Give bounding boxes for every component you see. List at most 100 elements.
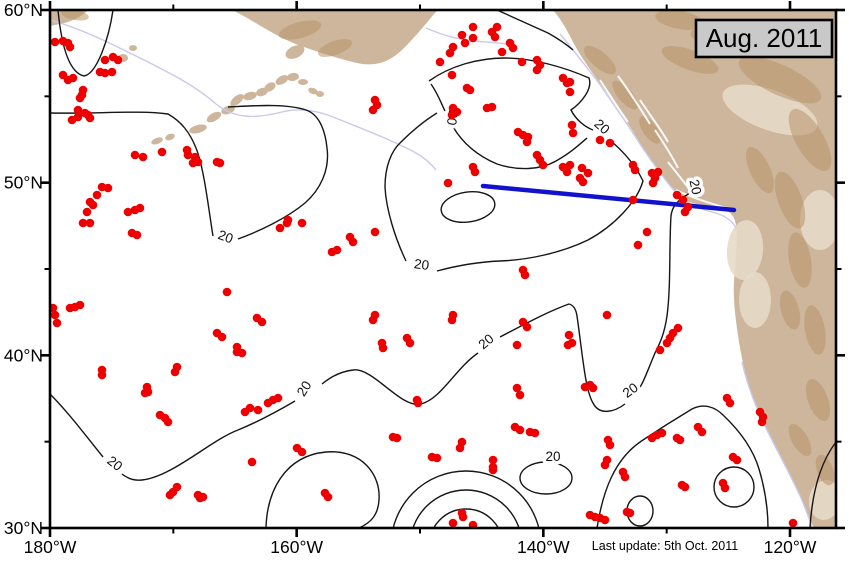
island <box>308 87 318 95</box>
contour-value-label: 20 <box>687 178 705 196</box>
station-dot <box>468 33 478 43</box>
station-dot <box>605 138 615 148</box>
station-dot <box>447 315 457 325</box>
station-dot <box>75 93 85 103</box>
longitude-label: 140°W <box>517 537 570 557</box>
station-dot <box>732 455 742 465</box>
terrain-ridge-patch <box>317 38 353 58</box>
station-dot <box>68 73 78 83</box>
land-masses <box>50 10 836 528</box>
station-dot <box>522 137 532 147</box>
terrain-ridge-patch <box>788 232 812 288</box>
station-dot <box>50 37 60 47</box>
contour-value-label: 20 <box>545 449 560 464</box>
island <box>316 91 324 97</box>
latitude-label: 30°N <box>4 518 43 538</box>
station-dot <box>672 190 682 200</box>
contour-line <box>451 124 588 170</box>
isoline-contours <box>50 10 836 528</box>
contour-bullseye-ring <box>392 470 540 528</box>
latitude-label: 50°N <box>4 173 43 193</box>
terrain-ridge-patch <box>639 116 661 144</box>
station-dot <box>490 32 500 42</box>
station-dot <box>432 453 442 463</box>
station-dot <box>588 383 598 393</box>
station-dot <box>788 518 798 528</box>
station-dot <box>130 150 140 160</box>
station-dot <box>368 315 378 325</box>
station-dot <box>532 65 542 75</box>
island <box>287 72 299 82</box>
station-dot <box>517 57 527 67</box>
station-dot <box>628 195 638 205</box>
station-dot <box>97 370 107 380</box>
terrain-ridge-patch <box>774 171 806 229</box>
station-dot <box>237 348 247 358</box>
station-dot <box>497 47 507 57</box>
island <box>264 82 276 92</box>
island <box>151 137 163 145</box>
station-dot <box>245 403 255 413</box>
terrain-light-patch <box>800 190 836 250</box>
station-dot <box>512 383 522 393</box>
longitude-label: 160°W <box>270 537 323 557</box>
terrain-ridge-patch <box>788 108 832 172</box>
longitude-label: 120°W <box>764 537 817 557</box>
shelf-line <box>559 33 737 229</box>
terrain-ridge-patch <box>661 46 719 74</box>
station-dot <box>297 447 307 457</box>
shelf-line <box>741 361 813 528</box>
station-dot <box>487 102 497 112</box>
contour-closed-loop <box>713 466 755 508</box>
contour-line <box>496 10 574 51</box>
terrain-ridge-patch <box>655 10 705 30</box>
station-dot <box>405 338 415 348</box>
station-dot <box>135 203 145 213</box>
station-dot <box>678 195 688 205</box>
terrain-ridge-patch <box>779 290 801 330</box>
station-dot <box>605 440 615 450</box>
station-dot <box>297 218 307 228</box>
longitude-label: 180°W <box>24 537 77 557</box>
fjord-line <box>667 161 691 191</box>
coastline-landmass <box>553 10 836 528</box>
station-dot <box>165 490 175 500</box>
station-dot <box>368 105 378 115</box>
station-dot <box>253 405 263 415</box>
fjord-line <box>639 99 669 143</box>
station-dot <box>448 518 458 528</box>
station-dot <box>283 215 293 225</box>
fjord-line <box>599 79 629 123</box>
contour-value-label: 20 <box>413 256 430 273</box>
station-dot <box>633 240 643 250</box>
last-update-note: Last update: 5th Oct. 2011 <box>592 539 738 553</box>
shelf-bathymetry-lines <box>50 19 813 528</box>
station-dot <box>655 345 665 355</box>
station-dot <box>78 218 88 228</box>
station-dot <box>470 167 480 177</box>
island <box>165 133 175 141</box>
station-dot <box>657 428 667 438</box>
station-dot <box>323 492 333 502</box>
shelf-line <box>50 19 437 171</box>
station-dot <box>85 218 95 228</box>
station-dot <box>457 30 467 40</box>
station-dot <box>103 183 113 193</box>
terrain-light-patch <box>739 272 771 328</box>
station-dot <box>447 70 457 80</box>
station-dot <box>568 128 578 138</box>
station-dot <box>50 310 60 320</box>
station-dot <box>577 163 587 173</box>
station-dot <box>73 105 83 115</box>
date-title-label: Aug. 2011 <box>706 23 823 53</box>
station-dot <box>215 158 225 168</box>
station-dot <box>468 22 478 32</box>
contour-bullseye-ring <box>432 508 500 528</box>
station-dot <box>530 428 540 438</box>
station-dot <box>443 178 453 188</box>
island <box>298 79 308 85</box>
station-dot <box>445 48 455 58</box>
station-dot <box>88 200 98 210</box>
station-dot <box>675 435 685 445</box>
